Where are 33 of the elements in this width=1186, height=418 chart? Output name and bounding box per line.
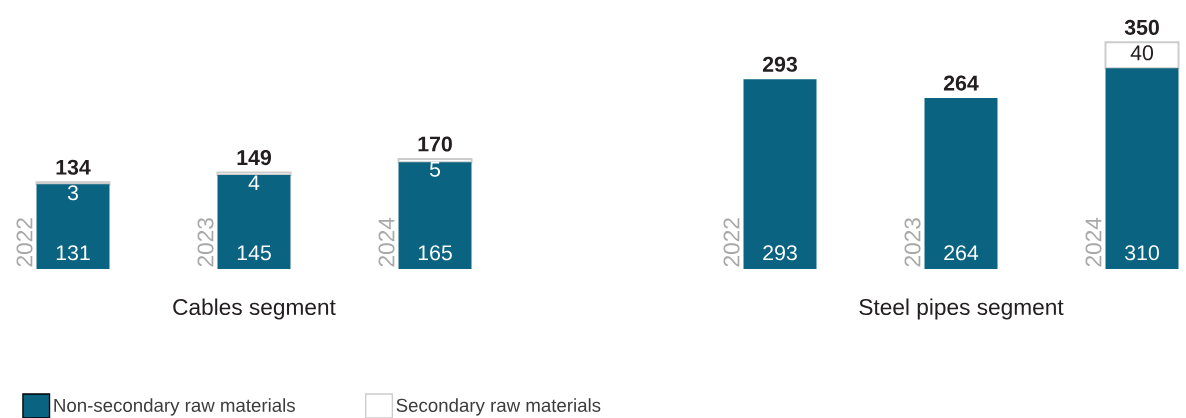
bar — [217, 175, 291, 269]
bar — [743, 79, 817, 269]
data-label: 293 — [763, 245, 797, 261]
x-tick-label: 2024 — [378, 217, 395, 267]
x-tick-label: 2023 — [197, 218, 214, 267]
legend-label: Non-secondary raw materials — [54, 398, 295, 416]
bar — [398, 162, 472, 269]
x-tick-label: 2023 — [904, 218, 921, 267]
bar — [36, 184, 110, 269]
data-label: 131 — [56, 245, 90, 261]
total-label: 293 — [762, 56, 798, 72]
data-label: 165 — [418, 245, 452, 261]
data-label: 5 — [429, 161, 441, 177]
x-tick-label: 2024 — [1085, 217, 1102, 267]
data-label: 40 — [1130, 45, 1154, 61]
total-label: 149 — [237, 150, 271, 166]
total-label: 264 — [943, 75, 979, 91]
bar — [1104, 41, 1180, 70]
x-tick-label: 2022 — [723, 218, 740, 267]
data-label: 4 — [248, 175, 260, 191]
data-label: 3 — [67, 185, 78, 201]
total-label: 350 — [1124, 19, 1159, 35]
total-label: 134 — [56, 159, 91, 175]
data-label: 264 — [944, 245, 979, 261]
bar — [1105, 68, 1179, 269]
x-axis-title: Cables segment — [173, 298, 336, 320]
data-label: 310 — [1125, 245, 1159, 261]
x-tick-label: 2022 — [16, 218, 33, 267]
bar — [924, 98, 998, 269]
data-label: 145 — [237, 245, 271, 261]
legend-label: Secondary raw materials — [396, 398, 601, 416]
total-label: 170 — [418, 136, 452, 152]
x-axis-title: Steel pipes segment — [859, 298, 1064, 320]
